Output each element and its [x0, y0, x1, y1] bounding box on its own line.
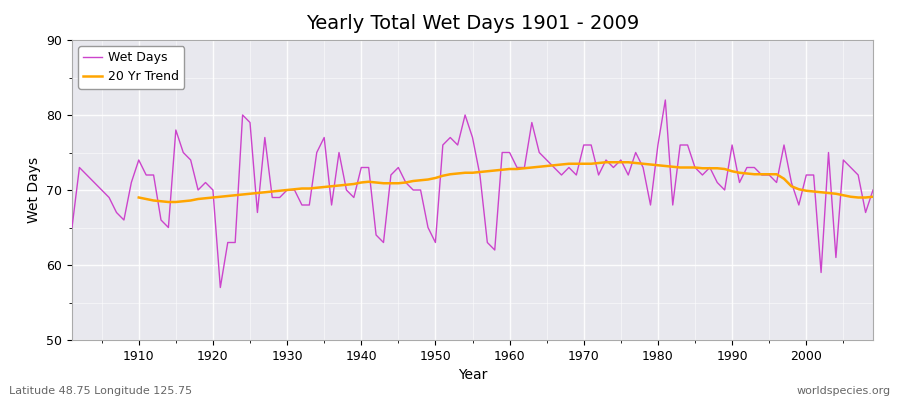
Wet Days [215, 285, 226, 290]
Title: Yearly Total Wet Days 1901 - 2009: Yearly Total Wet Days 1901 - 2009 [306, 14, 639, 33]
Legend: Wet Days, 20 Yr Trend: Wet Days, 20 Yr Trend [78, 46, 184, 88]
20 Yr Trend [579, 161, 590, 166]
Wet Days [126, 180, 137, 185]
20 Yr Trend [311, 185, 322, 190]
20 Yr Trend [845, 194, 856, 199]
Wet Days [600, 158, 611, 162]
Wet Days [660, 98, 670, 102]
Line: 20 Yr Trend: 20 Yr Trend [139, 162, 873, 202]
20 Yr Trend [133, 195, 144, 200]
X-axis label: Year: Year [458, 368, 487, 382]
Wet Days [868, 188, 878, 192]
Wet Days [296, 202, 307, 207]
Wet Days [341, 188, 352, 192]
Y-axis label: Wet Days: Wet Days [27, 157, 40, 223]
20 Yr Trend [282, 188, 292, 192]
20 Yr Trend [600, 160, 611, 165]
20 Yr Trend [163, 200, 174, 204]
Wet Days [511, 165, 522, 170]
20 Yr Trend [868, 194, 878, 199]
Wet Days [67, 225, 77, 230]
Line: Wet Days: Wet Days [72, 100, 873, 288]
20 Yr Trend [824, 191, 834, 196]
Text: worldspecies.org: worldspecies.org [796, 386, 891, 396]
20 Yr Trend [519, 166, 530, 171]
Wet Days [504, 150, 515, 155]
Text: Latitude 48.75 Longitude 125.75: Latitude 48.75 Longitude 125.75 [9, 386, 192, 396]
